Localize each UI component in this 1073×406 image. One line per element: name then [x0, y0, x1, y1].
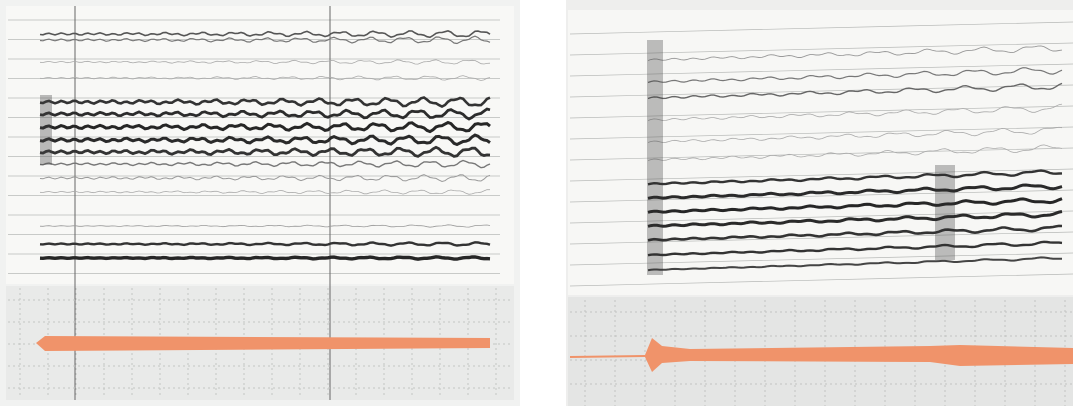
- onset-smear: [40, 95, 52, 165]
- dense-region: [935, 165, 955, 260]
- harmonic-band: [40, 257, 490, 259]
- page: (() => { const g = document.getElementBy…: [0, 0, 1073, 406]
- screenshot: [0, 0, 1073, 406]
- right-spectrogram: [568, 10, 1073, 295]
- onset-smear: [647, 40, 663, 275]
